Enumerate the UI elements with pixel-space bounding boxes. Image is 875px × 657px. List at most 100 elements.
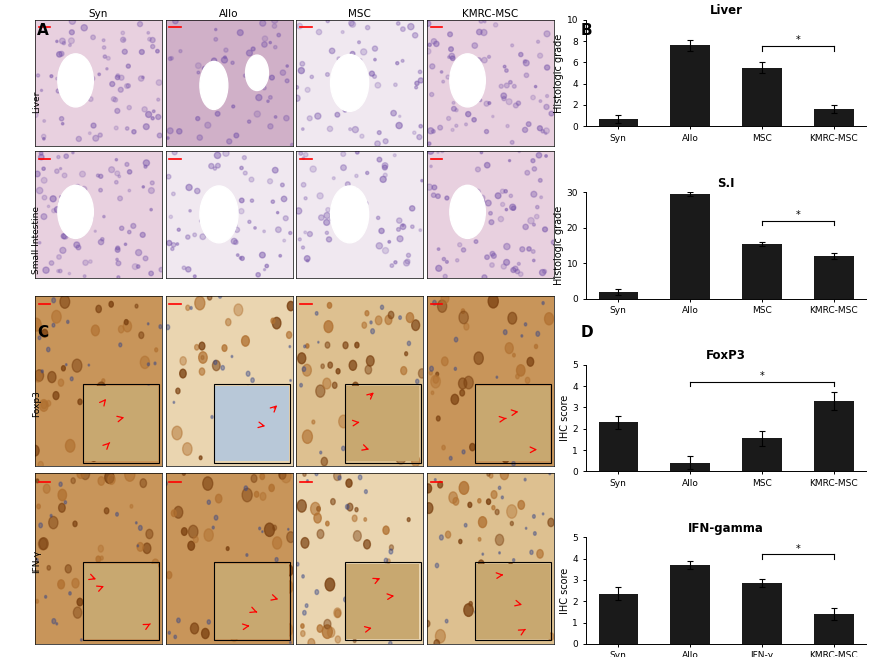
Circle shape: [72, 578, 79, 588]
Circle shape: [318, 215, 324, 220]
Circle shape: [541, 409, 544, 414]
Circle shape: [460, 196, 463, 198]
Circle shape: [65, 85, 66, 87]
Circle shape: [72, 152, 74, 154]
Circle shape: [425, 49, 430, 54]
Circle shape: [38, 523, 42, 528]
Circle shape: [39, 399, 48, 411]
Circle shape: [306, 260, 309, 262]
Circle shape: [169, 215, 172, 219]
Circle shape: [518, 150, 521, 152]
Circle shape: [249, 407, 256, 416]
Circle shape: [359, 475, 362, 480]
Circle shape: [214, 28, 217, 31]
Circle shape: [382, 248, 388, 254]
Circle shape: [499, 84, 503, 88]
Circle shape: [234, 628, 238, 633]
Circle shape: [533, 514, 536, 518]
Circle shape: [315, 472, 318, 476]
Circle shape: [409, 604, 417, 617]
Circle shape: [479, 560, 484, 568]
Circle shape: [307, 231, 312, 237]
Circle shape: [350, 22, 355, 28]
Circle shape: [150, 181, 154, 185]
Circle shape: [118, 87, 123, 92]
Circle shape: [72, 359, 82, 372]
Circle shape: [477, 58, 481, 62]
Circle shape: [262, 418, 268, 424]
Circle shape: [513, 85, 516, 88]
Circle shape: [247, 400, 249, 404]
Circle shape: [355, 508, 358, 512]
Circle shape: [379, 429, 386, 438]
Circle shape: [502, 97, 506, 101]
Circle shape: [479, 516, 487, 528]
Circle shape: [290, 641, 291, 643]
Circle shape: [35, 370, 44, 381]
Y-axis label: Histologic grade: Histologic grade: [554, 34, 564, 112]
Circle shape: [314, 513, 321, 523]
Circle shape: [489, 220, 493, 225]
Circle shape: [188, 541, 194, 551]
Circle shape: [99, 407, 107, 418]
Circle shape: [181, 528, 187, 535]
Circle shape: [76, 202, 81, 208]
Circle shape: [428, 43, 431, 47]
Circle shape: [321, 364, 325, 369]
Circle shape: [377, 157, 382, 162]
Circle shape: [239, 394, 241, 397]
Circle shape: [199, 351, 207, 363]
Bar: [346, 386, 419, 461]
Circle shape: [207, 500, 210, 505]
Circle shape: [49, 516, 58, 529]
Circle shape: [236, 254, 239, 256]
Circle shape: [248, 120, 251, 124]
Circle shape: [341, 90, 346, 95]
Circle shape: [353, 614, 361, 625]
Circle shape: [201, 355, 204, 359]
Circle shape: [69, 87, 72, 90]
Circle shape: [99, 174, 102, 178]
Circle shape: [58, 489, 66, 501]
Circle shape: [182, 471, 186, 476]
Circle shape: [503, 457, 506, 461]
Circle shape: [312, 420, 315, 424]
Circle shape: [515, 374, 519, 379]
Circle shape: [273, 435, 278, 442]
Circle shape: [396, 227, 401, 231]
Circle shape: [287, 302, 294, 311]
Bar: [215, 564, 289, 639]
Circle shape: [327, 627, 335, 637]
Circle shape: [436, 373, 438, 376]
Circle shape: [38, 154, 44, 160]
Circle shape: [119, 343, 122, 347]
Circle shape: [487, 55, 491, 58]
Circle shape: [528, 217, 534, 224]
Circle shape: [508, 563, 513, 568]
Circle shape: [136, 265, 140, 268]
Circle shape: [448, 32, 452, 37]
Circle shape: [125, 468, 135, 482]
Circle shape: [66, 60, 73, 67]
Circle shape: [186, 235, 190, 239]
Circle shape: [272, 168, 278, 173]
Circle shape: [262, 395, 267, 401]
Circle shape: [269, 484, 274, 491]
Circle shape: [195, 296, 205, 310]
Circle shape: [367, 356, 374, 366]
Circle shape: [516, 101, 521, 105]
Circle shape: [401, 27, 405, 32]
Bar: [598, 594, 638, 644]
Circle shape: [49, 261, 53, 265]
Circle shape: [346, 635, 348, 639]
Circle shape: [150, 45, 155, 49]
Circle shape: [115, 171, 120, 176]
Circle shape: [301, 183, 306, 187]
Circle shape: [303, 472, 306, 476]
Circle shape: [284, 581, 293, 593]
Text: *: *: [795, 35, 801, 45]
Circle shape: [60, 196, 62, 198]
Circle shape: [335, 112, 340, 117]
Circle shape: [150, 37, 155, 43]
Circle shape: [456, 194, 458, 198]
